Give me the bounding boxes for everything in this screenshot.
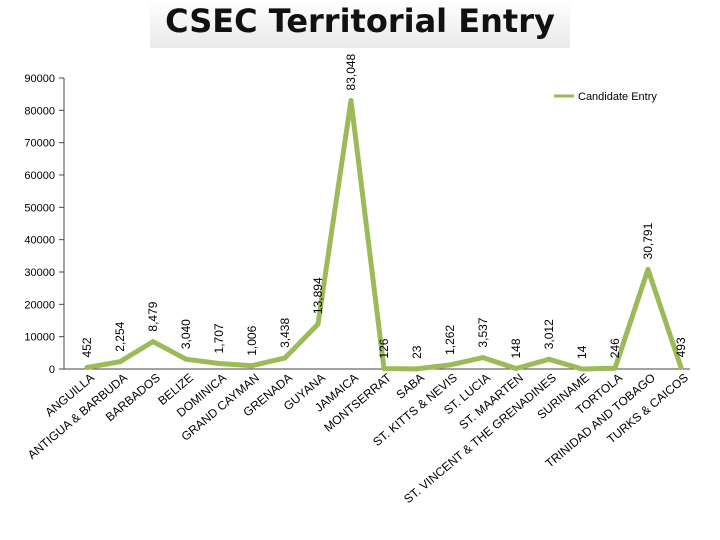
data-label: 1,262 [443,325,457,355]
axis-layer: 0 10000 20000 30000 40000 50000 60000 70000 8000… [24,73,690,376]
data-point [348,97,354,103]
data-point [612,365,618,371]
data-label: 3,040 [179,319,193,349]
data-label: 493 [674,337,688,357]
y-tick-label: 40000 [24,235,55,247]
data-point [249,363,255,369]
data-label: 83,048 [344,53,358,90]
data-point [678,364,684,370]
data-label: 126 [377,338,391,358]
data-point [447,362,453,368]
data-label: 1,707 [212,323,226,353]
data-point [282,355,288,361]
data-point [645,266,651,272]
data-point [480,355,486,361]
y-tick-label: 0 [49,364,55,376]
y-tick-label: 70000 [24,138,55,150]
chart-title: CSEC Territorial Entry [165,2,555,40]
data-label-layer: 452 2,254 8,479 3,040 1,707 1,006 3,438 13,894 8… [80,53,688,359]
data-label: 13,894 [311,277,325,314]
data-label: 1,006 [245,325,259,355]
y-tick-label: 60000 [24,170,55,182]
data-point [183,356,189,362]
data-point [414,366,420,372]
series-line-candidate-entry [84,98,684,372]
y-tick-label: 80000 [24,105,55,117]
data-point [546,356,552,362]
legend: Candidate Entry [554,91,657,103]
data-label: 8,479 [146,301,160,331]
data-point [84,365,90,371]
y-tick-label: 30000 [24,267,55,279]
data-label: 2,254 [113,321,127,351]
data-label: 3,537 [476,317,490,347]
data-label: 14 [575,345,589,359]
data-label: 148 [509,338,523,358]
data-label: 3,012 [542,319,556,349]
data-point [117,359,123,365]
title-band [150,0,570,48]
data-label: 246 [608,338,622,358]
y-tick-label: 50000 [24,202,55,214]
data-label: 452 [80,337,94,357]
data-point [513,366,519,372]
data-point [381,366,387,372]
series-layer [84,97,684,372]
y-tick-label: 20000 [24,299,55,311]
data-label: 23 [410,345,424,359]
data-label: 3,438 [278,318,292,348]
data-point [216,360,222,366]
y-tick-label: 90000 [24,73,55,85]
data-point [315,321,321,327]
y-tick-label: 10000 [24,332,55,344]
data-point [150,339,156,345]
data-label: 30,791 [641,222,655,259]
legend-label: Candidate Entry [578,91,657,103]
data-point [579,366,585,372]
